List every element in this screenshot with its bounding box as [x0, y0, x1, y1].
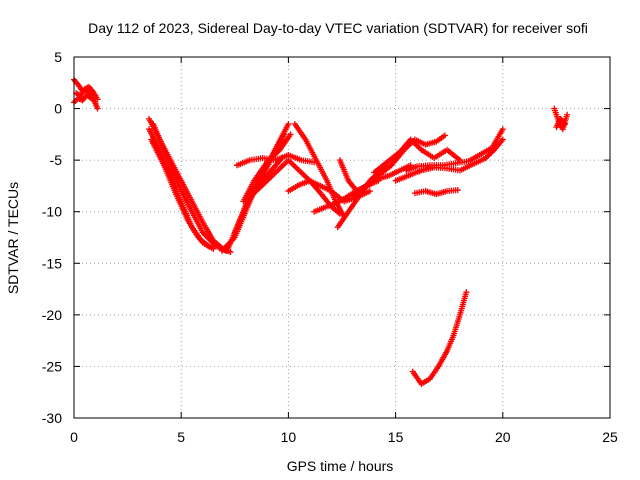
data-point [227, 248, 234, 255]
data-point [210, 245, 217, 252]
x-tick-label: 25 [602, 429, 618, 445]
y-tick-label: -20 [42, 307, 62, 323]
y-tick-label: -10 [42, 204, 62, 220]
data-point [94, 105, 101, 112]
data-point [285, 121, 292, 128]
x-tick-label: 10 [281, 429, 297, 445]
data-point [287, 131, 294, 138]
data-point [89, 87, 96, 94]
data-point [454, 187, 461, 194]
data-point [281, 131, 288, 138]
x-tick-label: 0 [70, 429, 78, 445]
y-tick-label: -5 [50, 152, 63, 168]
data-point [206, 243, 213, 250]
data-point [88, 95, 95, 102]
y-axis-label: SDTVAR / TECUs [5, 182, 21, 294]
x-tick-label: 5 [177, 429, 185, 445]
data-point [94, 96, 101, 103]
x-tick-label: 20 [495, 429, 511, 445]
data-point [499, 126, 506, 133]
data-point [441, 132, 448, 139]
data-point [366, 188, 373, 195]
y-tick-label: -15 [42, 255, 62, 271]
y-tick-label: 5 [54, 49, 62, 65]
data-points [71, 76, 571, 387]
chart-title: Day 112 of 2023, Sidereal Day-to-day VTE… [88, 20, 588, 36]
data-point [560, 119, 567, 126]
data-point [463, 289, 470, 296]
plot-frame [73, 56, 611, 419]
x-tick-label: 15 [388, 429, 404, 445]
data-point [499, 136, 506, 143]
x-axis-label: GPS time / hours [287, 458, 394, 474]
y-tick-label: -25 [42, 358, 62, 374]
data-point [561, 121, 568, 128]
grid [74, 57, 610, 418]
y-tick-label: -30 [42, 410, 62, 426]
data-point [564, 111, 571, 118]
y-tick-label: 0 [54, 101, 62, 117]
axis-ticks: 0 5 10 15 20 25 5 0 -5 -10 -15 -20 -25 -30 [42, 49, 618, 445]
